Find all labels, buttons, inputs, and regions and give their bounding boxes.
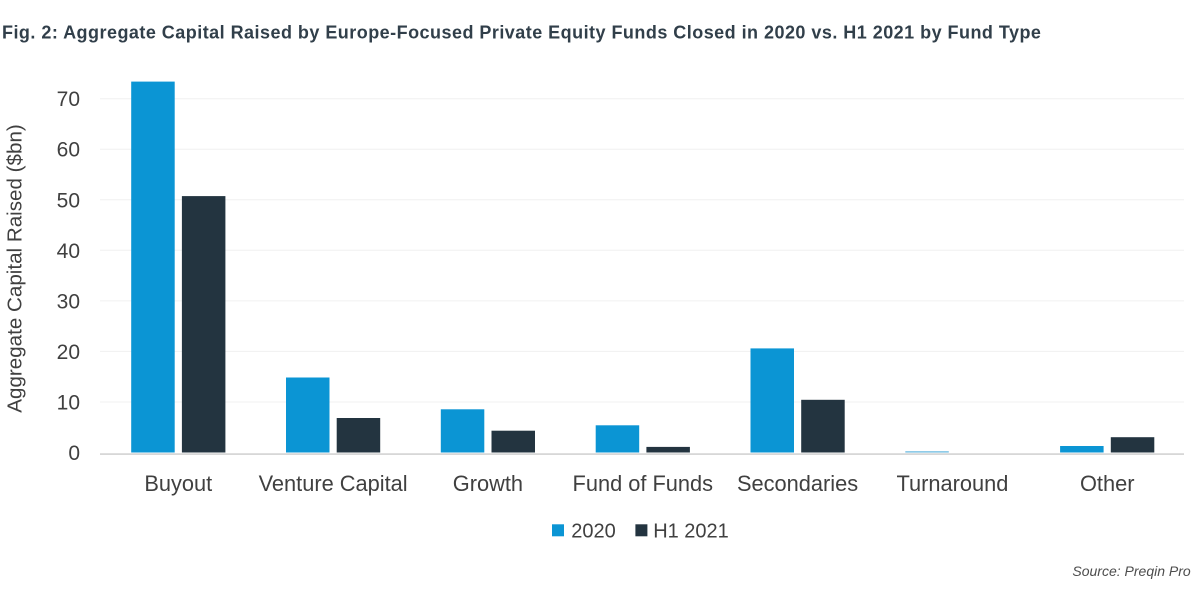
svg-text:Turnaround: Turnaround	[896, 471, 1008, 496]
svg-text:0: 0	[68, 442, 80, 465]
svg-text:Growth: Growth	[453, 471, 523, 496]
svg-text:70: 70	[57, 88, 80, 111]
svg-text:Venture Capital: Venture Capital	[259, 471, 408, 496]
svg-text:Fund of Funds: Fund of Funds	[573, 471, 714, 496]
svg-text:10: 10	[57, 392, 80, 415]
svg-text:20: 20	[57, 341, 80, 364]
svg-text:Secondaries: Secondaries	[737, 471, 858, 496]
svg-text:Aggregate Capital Raised ($bn): Aggregate Capital Raised ($bn)	[4, 124, 27, 412]
svg-text:Source: Preqin Pro: Source: Preqin Pro	[1072, 563, 1190, 579]
svg-text:2020: 2020	[571, 521, 616, 543]
svg-text:Other: Other	[1080, 471, 1135, 496]
svg-text:Buyout: Buyout	[144, 471, 212, 496]
svg-text:Fig. 2: Aggregate Capital Rais: Fig. 2: Aggregate Capital Raised by Euro…	[2, 23, 1041, 43]
svg-text:60: 60	[57, 139, 80, 162]
svg-text:50: 50	[57, 189, 80, 212]
svg-text:30: 30	[57, 290, 80, 313]
svg-text:40: 40	[57, 240, 80, 263]
svg-text:H1 2021: H1 2021	[653, 521, 729, 543]
